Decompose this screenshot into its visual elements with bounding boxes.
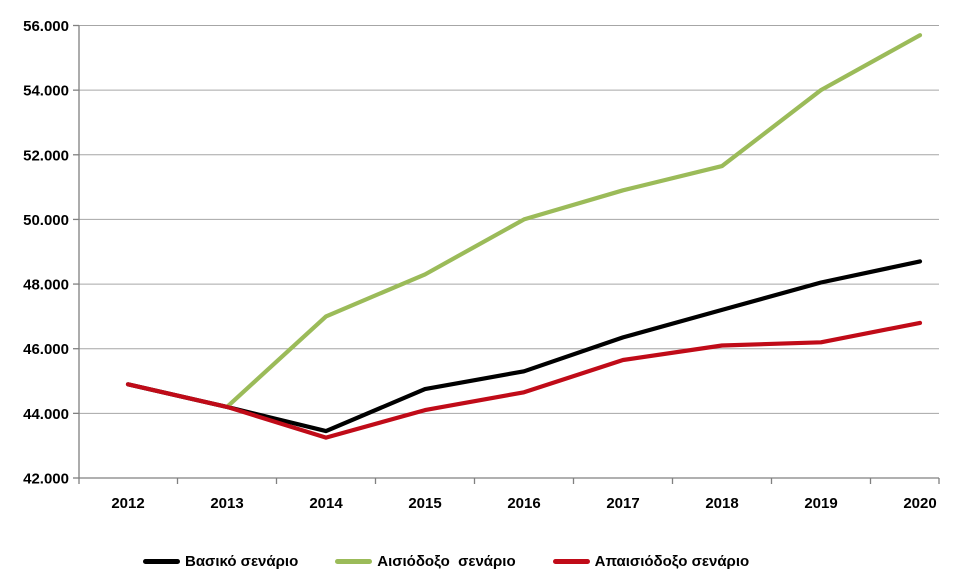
legend-line-swatch-red — [552, 558, 590, 564]
x-tick-label: 2020 — [903, 495, 936, 512]
x-tick-label: 2016 — [507, 495, 540, 512]
x-tick-label: 2014 — [309, 495, 343, 512]
x-tick-label: 2013 — [210, 495, 243, 512]
grid-and-axes: 56.000 54.000 52.000 50.000 48.000 46.000 44.0… — [23, 18, 940, 512]
x-tick-label: 2019 — [804, 495, 837, 512]
y-tick-label: 56.000 — [23, 18, 69, 35]
x-tick-label: 2012 — [111, 495, 144, 512]
legend: Βασικό σενάριο Αισιόδοξο σενάριο Απαισιό… — [143, 550, 749, 572]
legend-label-pessimistic-scenario: Απαισιόδοξο σενάριο — [594, 552, 750, 570]
y-tick-label: 42.000 — [23, 471, 69, 488]
series-line-2 — [125, 320, 923, 440]
x-tick-label: 2018 — [705, 495, 738, 512]
legend-item-optimistic-scenario: Αισιόδοξο σενάριο — [335, 552, 516, 570]
y-tick-label: 46.000 — [23, 341, 69, 358]
legend-line-swatch-green — [335, 558, 373, 564]
legend-item-basic-scenario: Βασικό σενάριο — [143, 554, 298, 569]
legend-label-basic-scenario: Βασικό σενάριο — [185, 552, 299, 570]
legend-line-swatch-black — [143, 558, 180, 564]
y-tick-label: 54.000 — [23, 83, 69, 100]
series-line-1 — [224, 33, 923, 409]
legend-label-optimistic-scenario: Αισιόδοξο σενάριο — [377, 552, 516, 570]
y-tick-label: 50.000 — [23, 212, 69, 229]
legend-item-pessimistic-scenario: Απαισιόδοξο σενάριο — [552, 552, 750, 570]
y-tick-label: 52.000 — [23, 147, 69, 164]
x-tick-label: 2015 — [408, 495, 441, 512]
y-tick-label: 44.000 — [23, 406, 69, 423]
series-line-0 — [125, 259, 923, 434]
series-lines — [125, 33, 923, 440]
y-tick-label: 48.000 — [23, 277, 69, 294]
x-tick-label: 2017 — [606, 495, 639, 512]
